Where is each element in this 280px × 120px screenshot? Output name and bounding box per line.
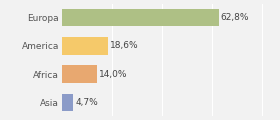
Text: 18,6%: 18,6% [110, 41, 139, 50]
Text: 14,0%: 14,0% [99, 70, 127, 79]
Bar [62, 9, 219, 26]
Text: 4,7%: 4,7% [75, 98, 98, 107]
Bar [62, 37, 108, 55]
Bar [62, 65, 97, 83]
Text: 62,8%: 62,8% [221, 13, 249, 22]
Bar [62, 94, 73, 111]
